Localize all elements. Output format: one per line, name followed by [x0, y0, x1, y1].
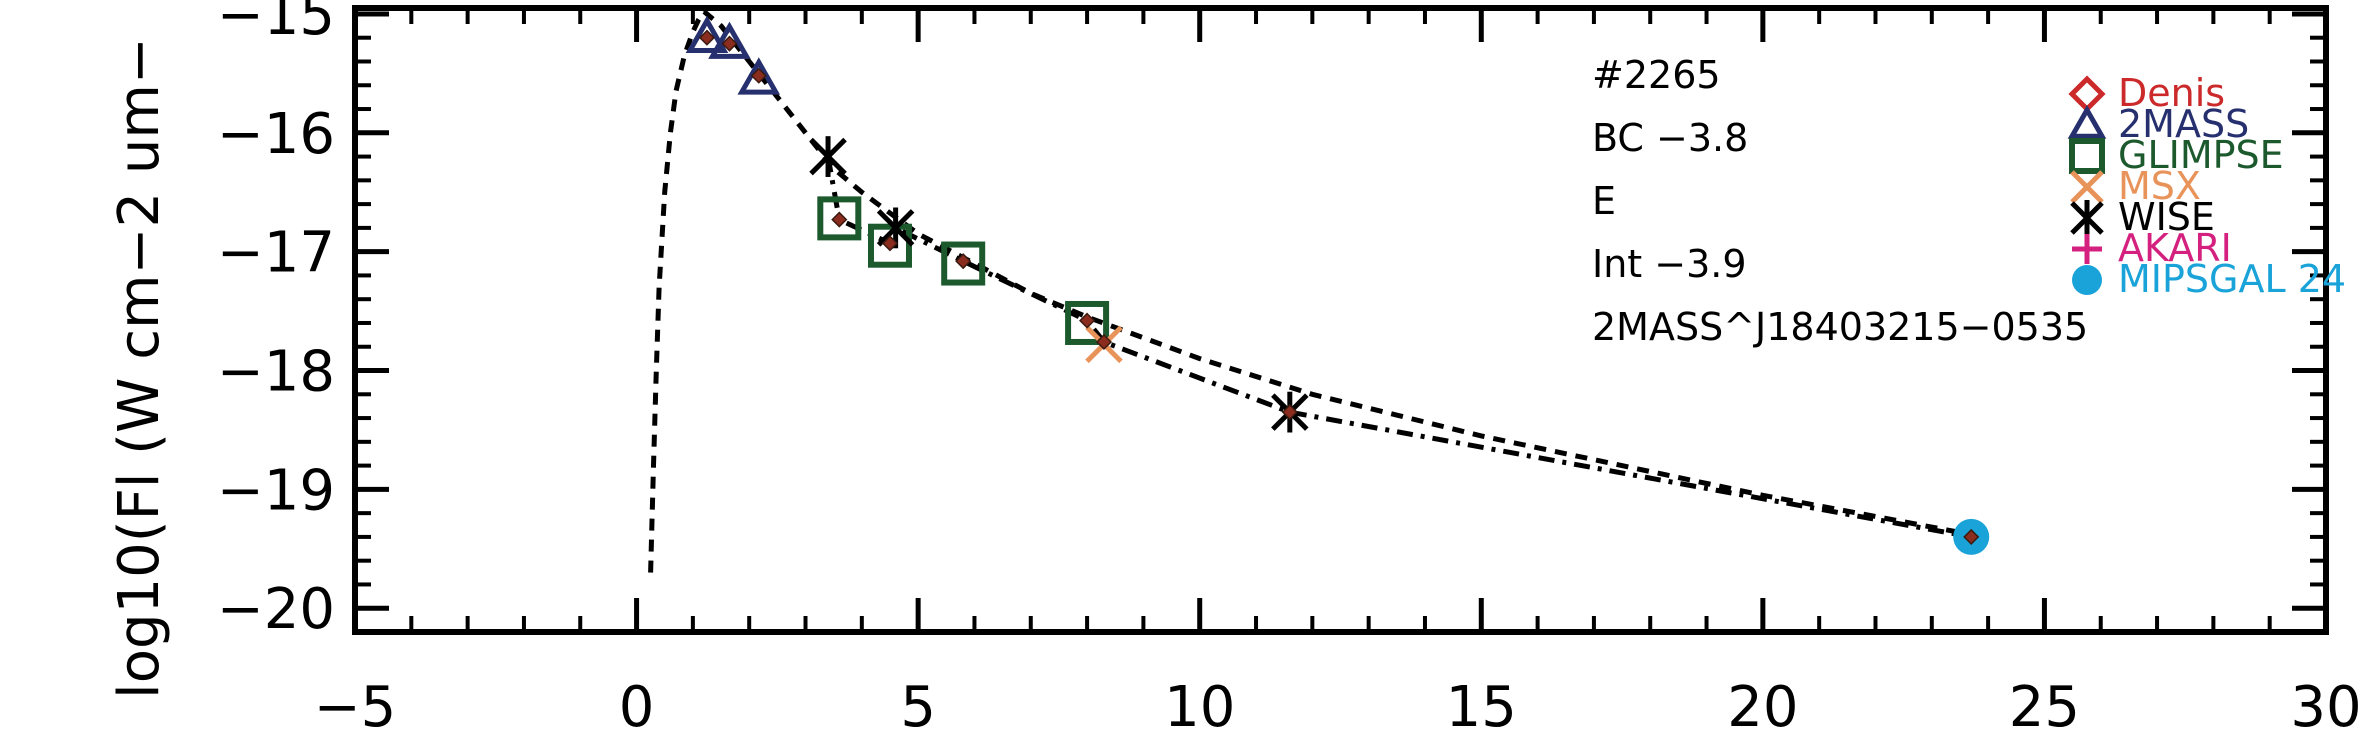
glimpse-point: [817, 196, 862, 241]
model-point: [831, 211, 848, 228]
y-axis-ticks: −15 −16 −17 −18 −19 −20: [217, 0, 2326, 642]
msx-legend-icon-stroke: [2070, 170, 2104, 204]
legend-label: GLIMPSE: [2118, 133, 2284, 177]
mipsgal-24-legend-icon: [2072, 265, 2102, 295]
glimpse-legend-icon: [2069, 138, 2105, 174]
y-tick-label: −19: [217, 458, 335, 523]
model-point: [1281, 404, 1298, 421]
legend-item: MSX: [2070, 164, 2201, 208]
annotation-block: #2265 BC −3.8 E Int −3.9 2MASS^J18403215−053…: [1592, 53, 2088, 349]
plot-frame: [352, 5, 2329, 635]
model-point: [1079, 312, 1096, 329]
model-point: [750, 67, 767, 84]
y-tick-label: −16: [217, 102, 335, 167]
x-tick-label: 5: [900, 675, 936, 740]
denis-legend-icon: [2068, 75, 2106, 113]
legend-label: WISE: [2118, 195, 2215, 239]
glimpse-point: [867, 223, 912, 268]
model-point: [1963, 528, 1980, 545]
2mass-point: [685, 15, 729, 53]
2mass-point: [708, 21, 751, 59]
akari-legend-icon: [2072, 234, 2102, 264]
legend-item: 2MASS: [2067, 102, 2249, 146]
y-axis-label: log10(Fl (W cm−2 um−: [107, 37, 172, 699]
annotation-line: BC −3.8: [1592, 116, 1748, 160]
model-curves: [648, 7, 1972, 573]
annotation-line: #2265: [1592, 53, 1721, 97]
x-tick-label: 10: [1164, 675, 1235, 740]
annotation-line: Int −3.9: [1592, 242, 1747, 286]
2mass-legend-icon: [2067, 104, 2107, 139]
legend-item: MIPSGAL 24: [2072, 257, 2346, 301]
annotation-line: 2MASS^J18403215−0535: [1592, 305, 2088, 349]
wise-legend-icon: [2070, 200, 2104, 236]
model-point: [698, 29, 716, 46]
x-tick-label: 0: [619, 675, 655, 740]
legend-label: AKARI: [2118, 226, 2232, 270]
2mass-point: [737, 57, 781, 95]
model-points: [698, 29, 1980, 545]
x-tick-label: −5: [314, 675, 397, 740]
legend-item: WISE: [2070, 195, 2215, 239]
legend-label: 2MASS: [2118, 102, 2249, 146]
plot-axes: [352, 5, 2329, 635]
model-point: [955, 253, 972, 270]
x-tick-label: 25: [2009, 675, 2080, 740]
glimpse-point: [941, 241, 986, 286]
x-tick-label: 15: [1446, 675, 1517, 740]
model-point: [721, 35, 738, 52]
annotation-line: E: [1592, 179, 1616, 223]
model-point: [881, 235, 899, 252]
legend-label: MIPSGAL 24: [2118, 257, 2346, 301]
legend-label: MSX: [2118, 164, 2201, 208]
glimpse-point: [1065, 300, 1110, 345]
data-markers: [685, 15, 1990, 555]
y-tick-label: −18: [217, 340, 335, 405]
y-tick-label: −20: [217, 577, 335, 642]
y-tick-label: −15: [217, 0, 335, 48]
wise-point: [809, 136, 847, 177]
x-axis-ticks: −5 0 5 10 15 20 25 30: [314, 8, 2361, 740]
legend-item: AKARI: [2072, 226, 2232, 270]
legend-item: GLIMPSE: [2069, 133, 2284, 177]
dashed-model-curve: [648, 7, 1972, 573]
model-point: [1095, 333, 1113, 351]
x-tick-label: 20: [1727, 675, 1798, 740]
y-tick-label: −17: [217, 221, 335, 286]
legend-label: Denis: [2118, 71, 2225, 115]
msx-legend-icon: [2070, 170, 2104, 204]
x-tick-label: 30: [2290, 675, 2361, 740]
